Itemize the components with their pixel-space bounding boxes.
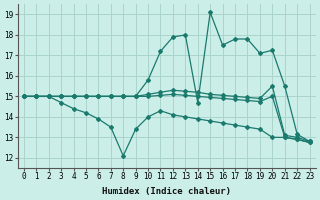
X-axis label: Humidex (Indice chaleur): Humidex (Indice chaleur) — [102, 187, 231, 196]
